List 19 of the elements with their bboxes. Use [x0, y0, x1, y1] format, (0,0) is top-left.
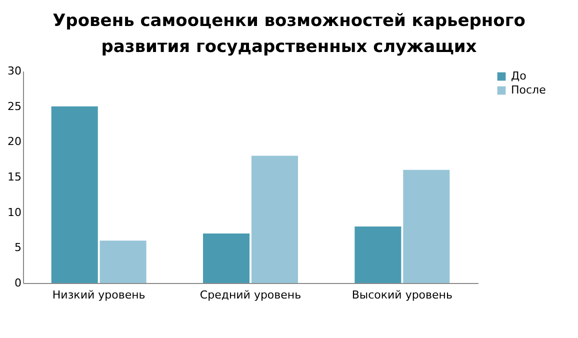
y-tick-label: 0	[14, 276, 22, 290]
x-tick-label: Низкий уровень	[52, 288, 146, 302]
bar	[51, 106, 98, 283]
bar	[203, 234, 250, 283]
x-tick-label: Средний уровень	[200, 288, 302, 302]
chart-title: Уровень самооценки возможностей карьерного развития государственных служащих	[52, 10, 526, 59]
y-tick-label: 5	[14, 241, 22, 254]
legend-label: После	[511, 84, 546, 96]
y-tick-label: 25	[8, 100, 22, 113]
bar	[251, 156, 298, 283]
legend-label: До	[511, 70, 527, 82]
y-tick-label: 30	[8, 64, 22, 78]
x-tick-label: Высокий уровень	[352, 288, 452, 302]
bar	[100, 240, 146, 283]
bar	[354, 226, 402, 283]
y-tick-label: 20	[8, 135, 22, 148]
bar	[403, 170, 450, 283]
y-tick-label: 15	[8, 170, 22, 184]
y-tick-label: 10	[8, 206, 22, 219]
